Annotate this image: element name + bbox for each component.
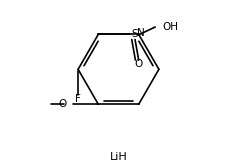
- Text: LiH: LiH: [110, 152, 127, 162]
- Text: N: N: [137, 28, 144, 37]
- Text: O: O: [135, 59, 143, 69]
- Text: F: F: [75, 94, 81, 104]
- Text: O: O: [59, 99, 67, 109]
- Text: S: S: [132, 29, 138, 39]
- Text: OH: OH: [163, 22, 178, 32]
